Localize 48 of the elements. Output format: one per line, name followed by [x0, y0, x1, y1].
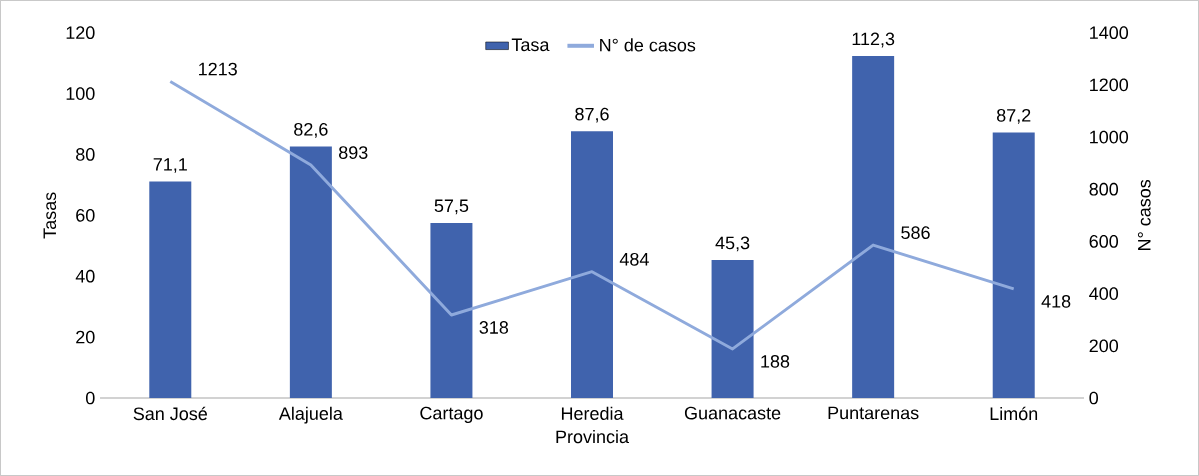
y2-tick-label: 1200	[1090, 78, 1129, 92]
y2-tick-label: 0	[1089, 391, 1099, 405]
y-tick-label: 20	[76, 330, 95, 344]
bar	[571, 131, 613, 398]
y2-tick-label: 1400	[1090, 26, 1129, 40]
bar	[289, 146, 332, 398]
y2-axis-title: N° casos	[1137, 179, 1151, 250]
y-tick-label: 40	[75, 269, 95, 283]
data-label: 188	[761, 354, 790, 368]
data-label: 586	[901, 226, 930, 240]
y2-tick-label: 1000	[1090, 130, 1129, 144]
x-tick-label: Alajuela	[278, 406, 343, 424]
x-tick-label: San José	[133, 406, 207, 421]
data-label: 484	[619, 252, 649, 266]
y-tick-label: 60	[76, 208, 95, 222]
y-axis-title: Tasas	[43, 192, 57, 239]
bar	[852, 56, 895, 398]
x-axis-title: Provincia	[556, 429, 630, 444]
data-label: 318	[479, 321, 509, 334]
y-tick-label: 120	[66, 26, 95, 40]
y2-tick-label: 200	[1089, 339, 1119, 353]
x-tick-label: Heredia	[561, 406, 624, 420]
data-label: 893	[339, 146, 368, 159]
y2-tick-label: 800	[1089, 182, 1119, 196]
data-label: 112,3	[852, 32, 895, 48]
bar	[430, 222, 473, 398]
legend-label: Tasa	[511, 38, 550, 52]
bar	[711, 260, 754, 398]
x-tick-label: Guanacaste	[684, 406, 781, 420]
y-tick-label: 0	[86, 391, 95, 405]
x-tick-label: Puntarenas	[828, 406, 919, 420]
x-tick-label: Limón	[990, 406, 1038, 421]
y-tick-label: 100	[66, 87, 95, 100]
bar	[992, 132, 1035, 398]
legend-label: N° de casos	[600, 38, 696, 52]
data-label: 1213	[199, 62, 237, 76]
data-label: 87,2	[996, 108, 1031, 124]
y2-tick-label: 400	[1089, 287, 1119, 300]
data-label: 87,6	[575, 107, 609, 123]
x-tick-label: Cartago	[420, 406, 483, 424]
data-label: 71,1	[153, 158, 187, 173]
data-label: 57,5	[434, 199, 469, 215]
data-label: 418	[1041, 294, 1071, 308]
data-label: 45,3	[715, 236, 750, 252]
y-tick-label: 80	[76, 148, 95, 161]
bar	[149, 181, 192, 398]
y2-tick-label: 600	[1089, 235, 1119, 248]
data-label: 82,6	[294, 122, 328, 138]
